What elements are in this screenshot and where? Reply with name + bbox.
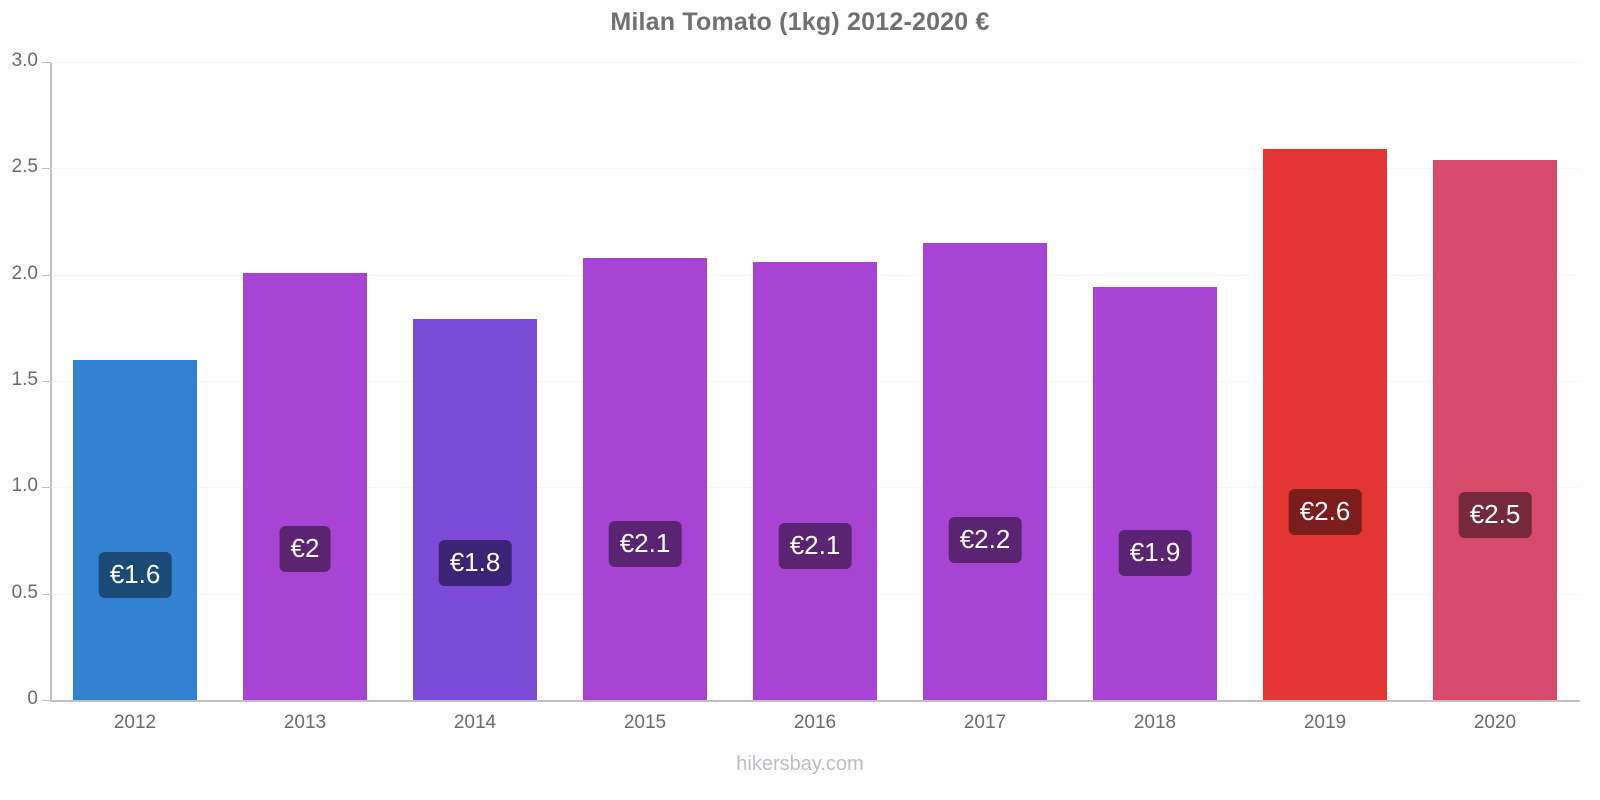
gridline	[50, 62, 1580, 63]
bar[interactable]: €2.5	[1433, 159, 1557, 700]
x-tick-label: 2012	[113, 712, 157, 733]
bar-value-label: €2.1	[778, 522, 852, 569]
y-tick-mark	[42, 274, 51, 276]
x-tick-label: 2016	[793, 712, 837, 733]
bar-value-label: €2.5	[1458, 491, 1532, 538]
y-tick-mark	[42, 62, 51, 63]
y-tick-label: 1.5	[11, 369, 38, 390]
bar-value-label: €2.2	[948, 516, 1022, 563]
y-tick-mark	[42, 593, 51, 595]
x-tick-label: 2014	[453, 712, 497, 733]
y-tick-label: 0	[27, 688, 38, 709]
y-tick-mark	[42, 700, 51, 701]
y-axis-spine	[50, 62, 52, 702]
bar[interactable]: €2.6	[1263, 149, 1387, 700]
bar-value-label: €2.1	[608, 521, 682, 568]
y-tick-mark	[42, 381, 51, 382]
y-tick-label: 2.0	[11, 262, 38, 284]
chart-title: Milan Tomato (1kg) 2012-2020 €	[610, 8, 990, 36]
y-tick-label: 1.0	[11, 475, 38, 497]
bar-value-label: €2.6	[1288, 488, 1362, 535]
bar[interactable]: €2.1	[583, 257, 707, 700]
bar-value-label: €1.9	[1118, 530, 1192, 577]
x-tick-label: 2013	[283, 712, 327, 733]
x-tick-label: 2020	[1473, 712, 1517, 733]
bar[interactable]: €2.1	[753, 261, 877, 700]
watermark: hikersbay.com	[736, 753, 864, 775]
bar[interactable]: €1.9	[1093, 287, 1217, 700]
x-tick-label: 2017	[963, 712, 1007, 733]
gridline	[50, 168, 1580, 170]
y-tick-label: 0.5	[11, 581, 38, 603]
bar-value-label: €1.8	[438, 539, 512, 586]
bar-value-label: €2	[279, 525, 331, 572]
bar[interactable]: €2	[243, 272, 367, 700]
y-tick-mark	[42, 487, 51, 489]
plot-area: €1.6 €2 €1.8 €2.1 €2.1 €2.2 €1.9 €2.6 €2.5	[50, 62, 1580, 700]
y-tick-mark	[42, 168, 51, 170]
bar[interactable]: €1.8	[413, 319, 537, 700]
bar[interactable]: €1.6	[73, 359, 197, 700]
x-tick-label: 2018	[1133, 712, 1177, 733]
bar-value-label: €1.6	[98, 551, 172, 598]
x-tick-label: 2019	[1303, 712, 1347, 733]
axis-baseline	[50, 700, 1580, 702]
y-tick-label: 3.0	[11, 50, 38, 71]
x-tick-label: 2015	[623, 712, 667, 733]
bar[interactable]: €2.2	[923, 242, 1047, 700]
y-tick-label: 2.5	[11, 156, 38, 178]
